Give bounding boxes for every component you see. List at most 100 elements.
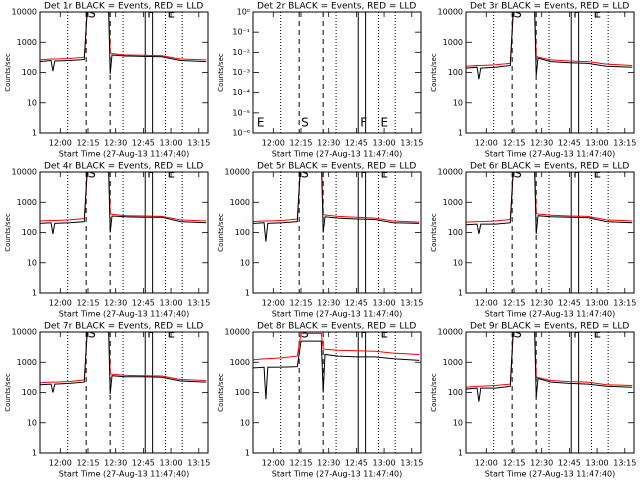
y-tick-label: 10⁰ bbox=[237, 8, 250, 17]
y-tick-label: 10⁻² bbox=[232, 48, 250, 57]
series-line bbox=[40, 332, 207, 384]
chart-title: Det 2r BLACK = Events, RED = LLD bbox=[257, 2, 416, 12]
x-tick-label: 12:30 bbox=[317, 139, 340, 148]
x-tick-label: 13:00 bbox=[373, 459, 396, 468]
y-tick-label: 100 bbox=[22, 388, 37, 397]
x-tick-label: 13:00 bbox=[160, 299, 183, 308]
y-tick-label: 10⁻⁴ bbox=[232, 88, 250, 97]
x-tick-label: 12:30 bbox=[530, 139, 553, 148]
x-tick-label: 12:15 bbox=[76, 139, 99, 148]
y-tick-label: 10000 bbox=[225, 168, 250, 177]
x-tick-label: 12:45 bbox=[345, 139, 368, 148]
chart-title: Det 4r BLACK = Events, RED = LLD bbox=[44, 162, 203, 172]
chart-title: Det 1r BLACK = Events, RED = LLD bbox=[44, 2, 203, 12]
x-tick-label: 12:30 bbox=[104, 459, 127, 468]
x-axis-label: Start Time (27-Aug-13 11:47:40) bbox=[485, 470, 616, 479]
x-tick-label: 13:15 bbox=[400, 139, 423, 148]
annotation: F bbox=[573, 167, 580, 181]
x-axis-label: Start Time (27-Aug-13 11:47:40) bbox=[485, 150, 616, 159]
x-tick-label: 13:00 bbox=[586, 299, 609, 308]
chart-title: Det 7r BLACK = Events, RED = LLD bbox=[44, 322, 203, 332]
y-tick-label: 1 bbox=[458, 129, 463, 138]
x-tick-label: 13:15 bbox=[187, 299, 210, 308]
x-tick-label: 12:45 bbox=[558, 459, 581, 468]
series-line bbox=[466, 172, 633, 234]
y-tick-label: 10000 bbox=[225, 328, 250, 337]
annotation: E bbox=[168, 167, 176, 181]
x-tick-label: 12:30 bbox=[317, 299, 340, 308]
y-tick-label: 10 bbox=[240, 258, 250, 267]
y-tick-label: 1000 bbox=[443, 358, 463, 367]
y-tick-label: 100 bbox=[448, 68, 463, 77]
series-line bbox=[253, 340, 420, 400]
x-tick-label: 12:00 bbox=[475, 299, 498, 308]
y-tick-label: 1 bbox=[32, 449, 37, 458]
y-tick-label: 100 bbox=[448, 228, 463, 237]
x-tick-label: 13:00 bbox=[160, 459, 183, 468]
annotation: F bbox=[360, 167, 367, 181]
series-line bbox=[40, 172, 207, 234]
x-tick-label: 12:15 bbox=[502, 139, 525, 148]
series-line bbox=[40, 332, 207, 394]
y-axis-label: Counts/sec bbox=[430, 53, 438, 92]
y-axis-label: Counts/sec bbox=[217, 53, 225, 92]
y-tick-label: 10 bbox=[453, 98, 463, 107]
annotation: F bbox=[147, 7, 154, 21]
annotation: S bbox=[514, 7, 522, 21]
y-tick-label: 10000 bbox=[438, 328, 463, 337]
x-tick-label: 13:15 bbox=[613, 299, 636, 308]
annotation: S bbox=[88, 167, 96, 181]
y-tick-label: 10000 bbox=[12, 168, 37, 177]
series-line bbox=[40, 12, 207, 61]
y-tick-label: 10 bbox=[27, 98, 37, 107]
x-tick-label: 12:00 bbox=[475, 139, 498, 148]
x-axis-label: Start Time (27-Aug-13 11:47:40) bbox=[272, 470, 403, 479]
x-tick-label: 13:15 bbox=[613, 139, 636, 148]
x-tick-label: 12:30 bbox=[317, 459, 340, 468]
x-axis-label: Start Time (27-Aug-13 11:47:40) bbox=[59, 310, 190, 319]
plot-frame bbox=[252, 11, 422, 134]
y-axis-label: Counts/sec bbox=[4, 213, 12, 252]
y-tick-label: 10000 bbox=[438, 8, 463, 17]
annotation: F bbox=[360, 116, 367, 130]
x-tick-label: 12:15 bbox=[502, 459, 525, 468]
x-axis-label: Start Time (27-Aug-13 11:47:40) bbox=[272, 310, 403, 319]
x-tick-label: 12:45 bbox=[345, 299, 368, 308]
chart-title: Det 6r BLACK = Events, RED = LLD bbox=[470, 162, 629, 172]
x-tick-label: 12:15 bbox=[289, 459, 312, 468]
series-line bbox=[253, 172, 420, 242]
plot-frame bbox=[465, 11, 635, 134]
y-axis-label: Counts/sec bbox=[4, 373, 12, 412]
y-tick-label: 100 bbox=[448, 388, 463, 397]
x-tick-label: 12:45 bbox=[558, 299, 581, 308]
x-tick-label: 13:00 bbox=[586, 139, 609, 148]
x-tick-label: 12:00 bbox=[262, 299, 285, 308]
chart-title: Det 8r BLACK = Events, RED = LLD bbox=[257, 322, 416, 332]
annotation: E bbox=[168, 7, 176, 21]
x-axis-label: Start Time (27-Aug-13 11:47:40) bbox=[272, 150, 403, 159]
annotation: F bbox=[147, 327, 154, 341]
series-line bbox=[466, 12, 633, 80]
y-tick-label: 1000 bbox=[17, 38, 37, 47]
annotation: S bbox=[514, 167, 522, 181]
x-tick-label: 13:15 bbox=[400, 459, 423, 468]
x-tick-label: 12:30 bbox=[104, 299, 127, 308]
series-line bbox=[253, 172, 420, 223]
series-line bbox=[253, 332, 420, 361]
y-tick-label: 100 bbox=[22, 228, 37, 237]
x-tick-label: 12:00 bbox=[49, 299, 72, 308]
x-tick-label: 13:15 bbox=[613, 459, 636, 468]
x-tick-label: 12:45 bbox=[132, 139, 155, 148]
x-tick-label: 12:45 bbox=[132, 459, 155, 468]
x-tick-label: 13:00 bbox=[373, 139, 396, 148]
series-line bbox=[40, 12, 207, 74]
annotation: E bbox=[594, 327, 602, 341]
series-line bbox=[466, 12, 633, 67]
annotation: E bbox=[594, 167, 602, 181]
y-tick-label: 1 bbox=[245, 449, 250, 458]
x-tick-label: 12:00 bbox=[49, 139, 72, 148]
x-tick-label: 13:15 bbox=[187, 139, 210, 148]
annotation: S bbox=[88, 327, 96, 341]
